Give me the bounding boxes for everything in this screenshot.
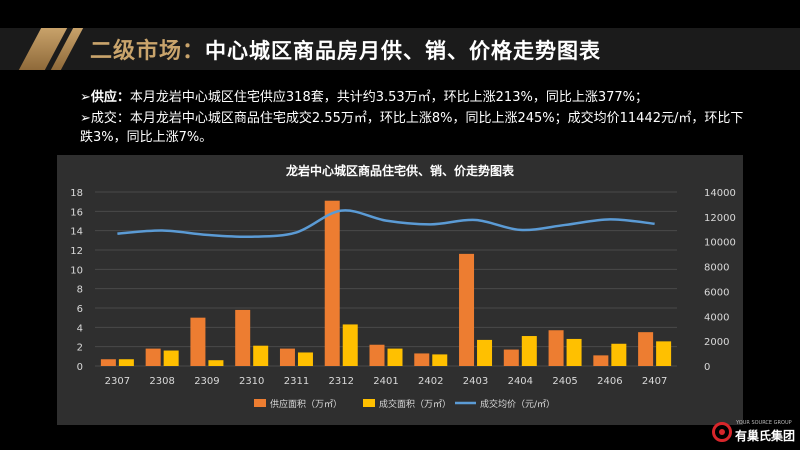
y-left-tick-label: 2 [77,343,83,354]
bar-supply [324,200,340,366]
x-tick-label: 2404 [508,376,533,387]
logo-name: 有巢氏集团 [735,429,796,443]
bullet-deal: ➢成交：本月龙岩中心城区商品住宅成交2.55万㎡，环比上涨8%，同比上涨245%… [80,109,750,147]
title-sub: 中心城区商品房月供、销、价格走势图表 [205,39,602,63]
x-tick-label: 2401 [373,376,398,387]
x-tick-label: 2403 [463,376,488,387]
x-tick-label: 2405 [552,376,577,387]
legend-swatch-supply [254,399,266,407]
x-tick-label: 2308 [149,376,174,387]
y-right-tick-label: 14000 [704,188,736,199]
bar-supply [235,309,251,366]
line-price [117,209,655,239]
bar-deal [656,341,672,366]
bullet-label: ➢成交： [80,111,130,126]
logo-tagline: YOUR SOURCE GROUP [736,420,792,426]
y-right-tick-label: 2000 [704,337,729,348]
chart-title: 龙岩中心城区商品住宅供、销、价走势图表 [286,163,515,178]
company-logo: YOUR SOURCE GROUP 有巢氏集团 [712,418,800,448]
y-left-tick-label: 8 [77,285,83,296]
y-left-tick-label: 0 [77,362,83,373]
bar-deal [163,350,179,366]
bar-deal [477,339,493,366]
chart-panel: 龙岩中心城区商品住宅供、销、价走势图表 0 2 4 6 8 10 12 14 16 18 0 2000 4… [57,155,743,425]
bullet-label: ➢供应： [80,90,130,105]
bar-deal [118,359,134,366]
bar-deal [208,360,224,366]
bar-deal [297,352,313,366]
y-right-tick-label: 10000 [704,238,736,249]
y-left-tick-label: 4 [77,323,83,334]
y-right-tick-label: 6000 [704,287,729,298]
x-tick-label: 2406 [597,376,622,387]
bar-supply [145,348,161,366]
y-left-tick-label: 18 [70,188,83,199]
y-right-tick-label: 8000 [704,263,729,274]
bullet-supply: ➢供应：本月龙岩中心城区住宅供应318套，共计约3.53万㎡，环比上涨213%，… [80,88,750,107]
y-left-tick-label: 16 [70,207,83,218]
bullet-text: 本月龙岩中心城区住宅供应318套，共计约3.53万㎡，环比上涨213%，同比上涨… [129,90,648,105]
bullet-text: 本月龙岩中心城区商品住宅成交2.55万㎡，环比上涨8%，同比上涨245%；成交均… [80,111,744,145]
bar-supply [369,344,385,366]
bar-supply [414,353,430,366]
summary-bullets: ➢供应：本月龙岩中心城区住宅供应318套，共计约3.53万㎡，环比上涨213%，… [80,88,750,149]
bar-supply [190,317,206,366]
bar-supply [279,348,295,366]
bar-supply [593,355,609,366]
bar-supply [100,359,116,366]
legend-label-price: 成交均价（元/㎡） [480,398,555,410]
y-left-tick-label: 14 [70,227,83,238]
y-left-tick-label: 12 [70,246,83,257]
bar-deal [253,345,269,366]
y-left-tick-label: 10 [70,265,83,276]
bar-deal [342,324,358,366]
legend-swatch-deal [363,399,375,407]
x-tick-label: 2309 [194,376,219,387]
bar-supply [503,349,519,366]
bar-deal [432,354,448,366]
bar-supply [459,253,475,366]
title-bar: 二级市场：中心城区商品房月供、销、价格走势图表 [0,28,800,70]
x-tick-label: 2407 [642,376,667,387]
y-right-tick-label: 4000 [704,312,729,323]
y-right-tick-label: 12000 [704,213,736,224]
title-main: 二级市场： [90,39,206,64]
x-tick-label: 2307 [105,376,130,387]
bar-deal [387,348,403,366]
x-tick-label: 2310 [239,376,264,387]
page-title: 二级市场：中心城区商品房月供、销、价格走势图表 [90,33,601,65]
x-tick-label: 2402 [418,376,443,387]
bar-supply [548,330,564,366]
x-tick-label: 2312 [329,376,354,387]
bar-supply [638,332,654,366]
bar-deal [611,343,627,366]
x-tick-label: 2311 [284,376,309,387]
logo-ring-icon [712,422,732,442]
y-left-tick-label: 6 [77,304,83,315]
bar-deal [566,338,582,366]
legend-label-deal: 成交面积（万㎡） [379,398,451,410]
y-right-tick-label: 0 [704,362,710,373]
bar-deal [521,336,537,366]
combo-chart: 龙岩中心城区商品住宅供、销、价走势图表 0 2 4 6 8 10 12 14 16 18 0 2000 4… [70,163,736,410]
legend-label-supply: 供应面积（万㎡） [270,398,342,410]
